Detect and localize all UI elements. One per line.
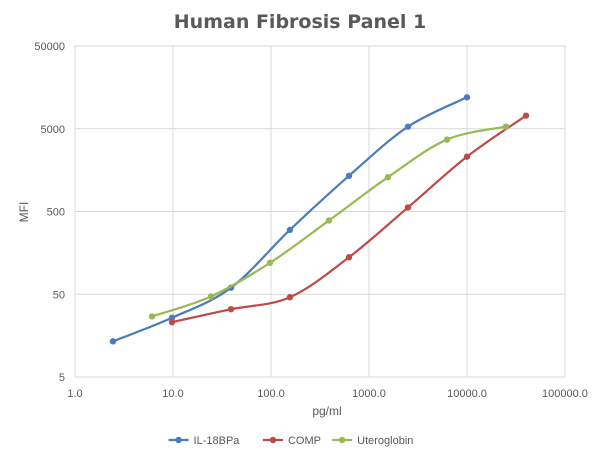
legend-swatch-marker [338, 436, 346, 444]
data-point [227, 305, 235, 313]
legend-label: IL-18BPa [194, 435, 241, 447]
gridlines [74, 45, 566, 378]
data-point [286, 294, 294, 301]
legend-item: Uteroglobin [332, 435, 413, 447]
series-comp [168, 112, 530, 326]
legend-label: COMP [288, 435, 321, 447]
chart-title: Human Fibrosis Panel 1 [174, 11, 426, 33]
series-il-18bpa [109, 94, 471, 345]
series-layer [109, 94, 530, 345]
legend-swatch-marker [269, 436, 277, 444]
data-point [266, 259, 274, 266]
data-point [345, 172, 353, 180]
legend-label: Uteroglobin [357, 435, 413, 447]
x-tick-label: 1.0 [67, 388, 82, 400]
y-tick-label: 5 [59, 372, 65, 384]
data-point [207, 293, 215, 300]
data-point [148, 313, 156, 320]
legend-item: COMP [262, 435, 321, 447]
data-point [404, 123, 412, 130]
data-point [522, 112, 530, 119]
legend-item: IL-18BPa [168, 435, 241, 447]
data-point [404, 204, 412, 211]
data-point [168, 318, 176, 326]
data-point [109, 338, 117, 345]
data-point [443, 136, 451, 143]
data-point [325, 217, 333, 224]
x-tick-label: 10.0 [162, 388, 183, 400]
data-point [463, 94, 471, 101]
data-point [502, 123, 510, 130]
data-point [384, 173, 392, 181]
y-tick-label: 500 [47, 207, 65, 219]
y-axis-label: MFI [17, 202, 31, 223]
x-tick-label: 100000.0 [542, 388, 588, 400]
tick-labels: 1.0 10.0 100.0 1000.0 10000.0 100000.0 5 50 500 5… [34, 41, 588, 400]
data-point [286, 226, 294, 234]
legend: IL-18BPa COMP Uteroglobin [168, 435, 413, 447]
data-point [345, 254, 353, 261]
x-axis-label: pg/ml [312, 404, 341, 418]
y-tick-label: 5000 [41, 124, 65, 136]
x-tick-label: 1000.0 [352, 388, 386, 400]
data-point [168, 314, 176, 321]
y-tick-label: 50 [53, 289, 65, 301]
x-tick-label: 100.0 [257, 388, 285, 400]
y-tick-label: 50000 [34, 41, 65, 53]
data-point [463, 153, 471, 160]
legend-swatch-marker [175, 436, 182, 444]
x-tick-label: 10000.0 [447, 388, 487, 400]
series-uteroglobin [148, 123, 510, 320]
